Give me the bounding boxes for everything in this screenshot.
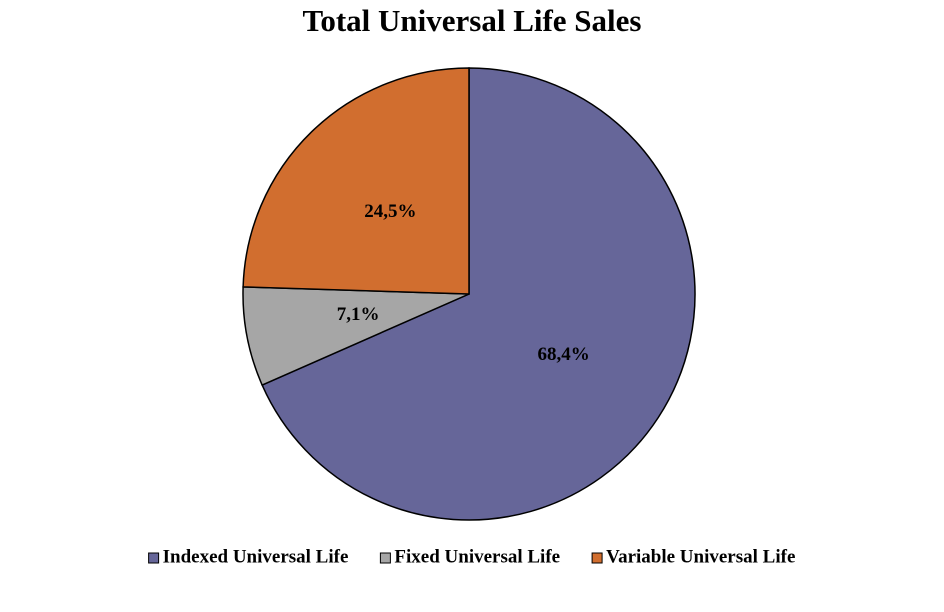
data-label: 68,4% bbox=[538, 344, 590, 365]
pie-slice bbox=[242, 286, 470, 387]
data-label: 7,1% bbox=[337, 304, 380, 325]
chart-title: Total Universal Life Sales bbox=[302, 3, 641, 38]
pie-slice bbox=[261, 67, 696, 521]
pie-slice bbox=[242, 67, 470, 295]
legend-label: Indexed Universal Life bbox=[163, 546, 349, 567]
legend-label: Fixed Universal Life bbox=[394, 546, 560, 567]
legend-swatch bbox=[591, 552, 603, 564]
legend-swatch bbox=[148, 552, 160, 564]
legend-label: Variable Universal Life bbox=[606, 546, 795, 567]
legend-swatch bbox=[379, 552, 391, 564]
data-label: 24,5% bbox=[364, 201, 416, 222]
